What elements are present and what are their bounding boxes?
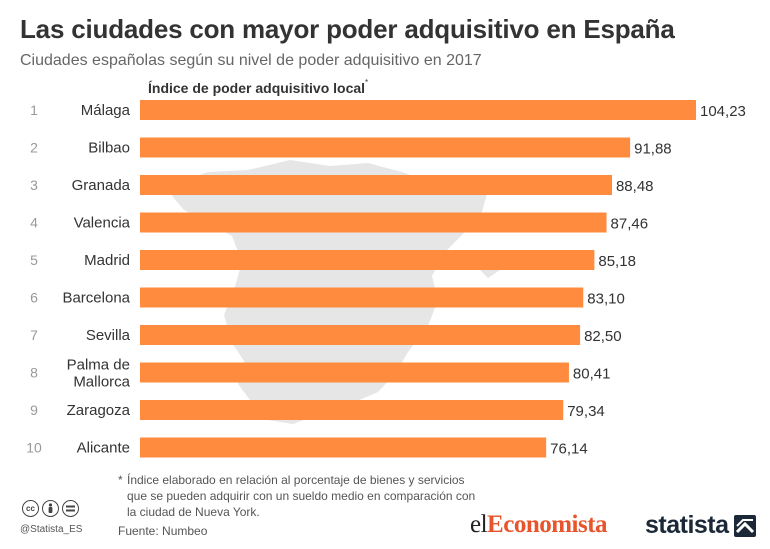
bar <box>140 175 612 195</box>
value-label: 85,18 <box>598 253 636 270</box>
rank-label: 3 <box>30 177 38 193</box>
bar <box>140 287 584 308</box>
rank-label: 8 <box>30 365 38 381</box>
source-note: Fuente: Numbeo <box>118 524 208 538</box>
value-label: 83,10 <box>587 291 625 308</box>
value-label: 76,14 <box>550 441 588 458</box>
license-icons: cc <box>22 500 79 517</box>
statista-wordmark: statista <box>645 511 729 539</box>
category-label: Mallorca <box>73 374 130 391</box>
bar <box>140 100 696 120</box>
cc-icon[interactable]: cc <box>22 500 39 517</box>
value-label: 88,48 <box>616 178 654 195</box>
bar <box>140 400 564 420</box>
chart-title: Las ciudades con mayor poder adquisitivo… <box>20 14 675 44</box>
bar <box>140 325 581 345</box>
statista-logo[interactable]: statista <box>645 511 756 540</box>
category-label: Barcelona <box>62 290 130 307</box>
rank-label: 5 <box>30 252 38 268</box>
statista-logo-icon <box>733 514 756 537</box>
bar <box>140 362 569 383</box>
bar <box>140 437 547 458</box>
chart-subtitle: Ciudades españolas según su nivel de pod… <box>20 52 482 69</box>
category-label: Zaragoza <box>67 402 131 419</box>
bar <box>140 137 631 158</box>
bar <box>140 212 607 233</box>
eleconomista-logo-economista: Economista <box>487 511 608 538</box>
value-label: 80,41 <box>573 366 611 383</box>
footnote-text: Índice elaborado en relación al porcenta… <box>127 473 476 519</box>
value-label: 91,88 <box>634 141 672 158</box>
axis-title-mark: * <box>365 78 369 87</box>
axis-title-text: Índice de poder adquisitivo local <box>148 80 366 96</box>
rank-label: 1 <box>30 102 38 118</box>
eleconomista-logo-el: el <box>470 511 488 538</box>
axis-title: Índice de poder adquisitivo local* <box>148 78 369 96</box>
no-derivatives-icon[interactable] <box>62 500 79 517</box>
footnote: * Índice elaborado en relación al porcen… <box>118 472 478 520</box>
value-label: 79,34 <box>567 403 605 420</box>
category-label: Alicante <box>77 440 130 457</box>
rank-label: 2 <box>30 140 38 156</box>
category-label: Sevilla <box>86 327 131 344</box>
value-label: 82,50 <box>584 328 622 345</box>
value-label: 104,23 <box>700 103 746 120</box>
rank-label: 6 <box>30 290 38 306</box>
eleconomista-logo[interactable]: elEconomista <box>470 511 608 539</box>
category-label: Valencia <box>74 215 131 232</box>
category-label: Madrid <box>84 252 130 269</box>
category-label: Málaga <box>81 102 131 119</box>
bar <box>140 250 595 270</box>
rank-label: 10 <box>26 440 42 456</box>
rank-label: 7 <box>30 327 38 343</box>
social-handle[interactable]: @Statista_ES <box>20 524 83 535</box>
rank-label: 4 <box>30 215 38 231</box>
attribution-icon[interactable] <box>42 500 59 517</box>
category-label: Palma de <box>67 357 130 374</box>
value-label: 87,46 <box>611 216 649 233</box>
rank-label: 9 <box>30 402 38 418</box>
footnote-marker: * <box>118 473 123 487</box>
category-label: Bilbao <box>88 140 130 157</box>
category-label: Granada <box>72 177 131 194</box>
